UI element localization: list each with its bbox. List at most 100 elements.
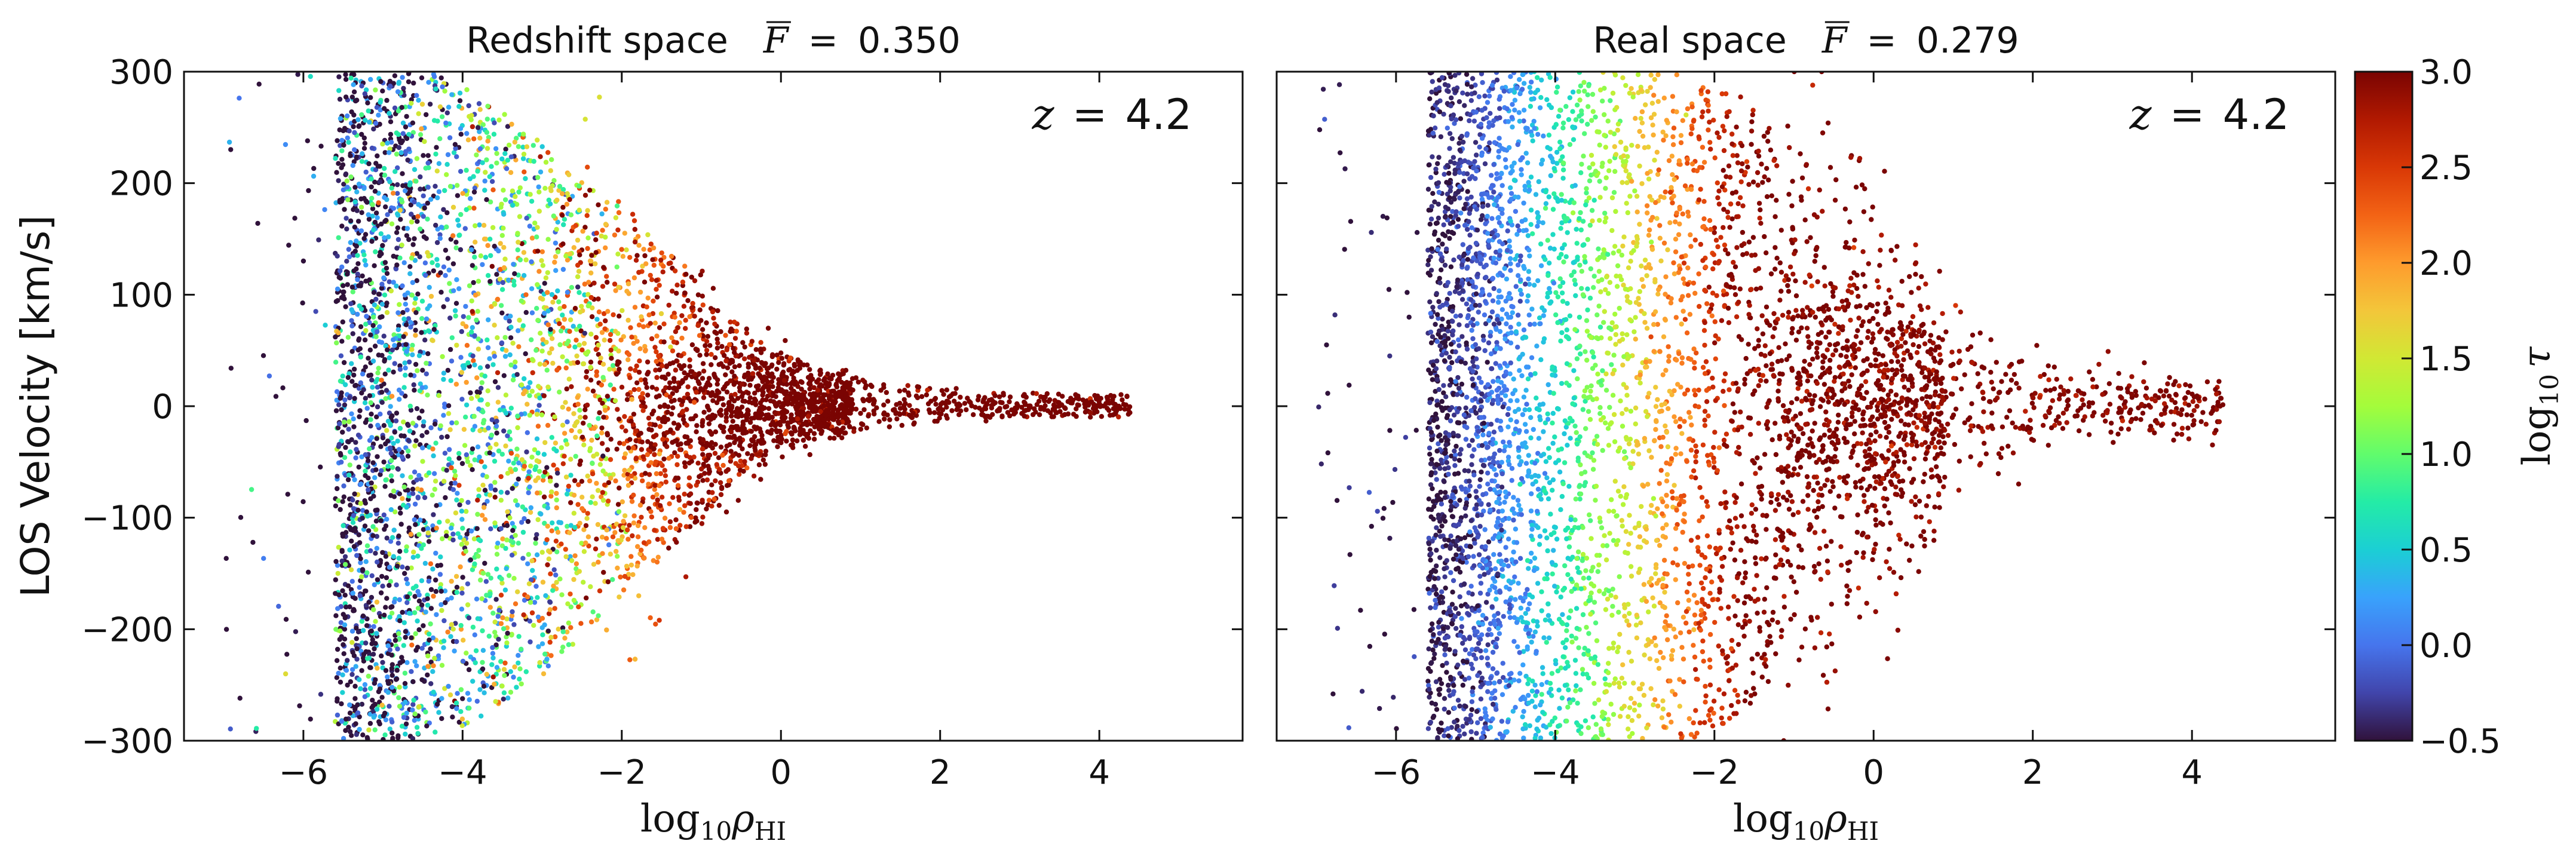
scatter-point (458, 564, 463, 570)
scatter-point (593, 346, 599, 352)
scatter-point (700, 293, 706, 299)
scatter-point (954, 402, 959, 407)
scatter-point (406, 438, 412, 443)
scatter-point (342, 455, 348, 461)
scatter-point (403, 634, 408, 640)
scatter-point (529, 235, 535, 241)
scatter-point (553, 572, 559, 578)
scatter-point (836, 376, 842, 381)
scatter-point (766, 406, 772, 412)
scatter-point (422, 560, 428, 566)
scatter-point (354, 636, 359, 642)
scatter-point (498, 621, 504, 627)
scatter-point (393, 677, 399, 682)
scatter-point (388, 458, 394, 464)
scatter-point (588, 360, 594, 365)
scatter-point (223, 556, 229, 561)
scatter-point (608, 475, 614, 481)
scatter-point (644, 385, 649, 390)
scatter-point (581, 361, 587, 367)
scatter-point (758, 415, 763, 421)
scatter-point (513, 467, 519, 473)
scatter-point (811, 431, 817, 436)
scatter-point (565, 601, 571, 606)
scatter-point (656, 416, 661, 421)
scatter-point (612, 398, 618, 403)
scatter-point (499, 452, 505, 457)
scatter-point (375, 577, 381, 582)
scatter-point (366, 458, 371, 464)
scatter-point (490, 362, 496, 367)
scatter-point (395, 237, 401, 243)
scatter-point (1044, 391, 1050, 397)
scatter-point (657, 503, 663, 508)
scatter-point (979, 412, 985, 418)
scatter-point (657, 367, 663, 373)
scatter-point (384, 596, 390, 601)
scatter-point (807, 375, 812, 381)
scatter-point (535, 614, 541, 620)
scatter-point (366, 355, 371, 361)
scatter-point (407, 428, 413, 434)
scatter-point (837, 430, 842, 435)
scatter-point (412, 236, 417, 241)
scatter-point (572, 524, 578, 530)
scatter-point (627, 437, 633, 442)
scatter-point (505, 471, 511, 476)
scatter-point (389, 478, 394, 484)
scatter-point (576, 290, 582, 295)
scatter-point (494, 272, 499, 277)
scatter-point (487, 591, 493, 597)
scatter-point (1127, 404, 1133, 410)
scatter-point (847, 424, 852, 429)
scatter-point (655, 554, 661, 560)
scatter-point (447, 183, 453, 189)
scatter-point (351, 82, 356, 87)
scatter-point (456, 719, 462, 725)
scatter-point (363, 501, 368, 506)
scatter-point (390, 685, 395, 690)
scatter-point (376, 112, 381, 118)
scatter-point (635, 523, 641, 529)
scatter-point (348, 174, 354, 180)
scatter-point (529, 558, 535, 563)
scatter-point (480, 160, 485, 165)
scatter-point (732, 336, 738, 341)
scatter-point (893, 411, 898, 416)
scatter-point (535, 475, 541, 481)
scatter-point (545, 270, 550, 275)
scatter-point (489, 179, 495, 184)
scatter-point (474, 375, 480, 381)
scatter-point (1065, 399, 1071, 404)
scatter-point (345, 375, 351, 381)
scatter-point (404, 581, 410, 587)
scatter-point (477, 687, 483, 692)
scatter-point (1034, 391, 1039, 397)
scatter-point (627, 657, 633, 662)
scatter-point (575, 360, 581, 365)
scatter-point (471, 413, 477, 419)
scatter-point (608, 332, 614, 338)
scatter-point (705, 334, 711, 339)
scatter-point (600, 453, 606, 459)
scatter-point (410, 554, 416, 560)
scatter-point (430, 446, 436, 452)
scatter-point (333, 408, 339, 413)
scatter-point (255, 220, 260, 226)
scatter-point (369, 378, 375, 383)
scatter-point (470, 624, 476, 630)
scatter-point (1108, 413, 1113, 418)
scatter-point (361, 185, 367, 190)
scatter-point (726, 478, 732, 483)
scatter-point (357, 241, 363, 246)
scatter-point (482, 188, 487, 193)
scatter-point (527, 393, 532, 398)
scatter-point (374, 533, 379, 539)
scatter-point (356, 532, 361, 538)
scatter-point (453, 510, 459, 516)
scatter-point (367, 347, 373, 353)
scatter-point (446, 105, 452, 110)
scatter-point (400, 609, 405, 615)
scatter-point (680, 409, 686, 414)
scatter-point (953, 386, 959, 391)
